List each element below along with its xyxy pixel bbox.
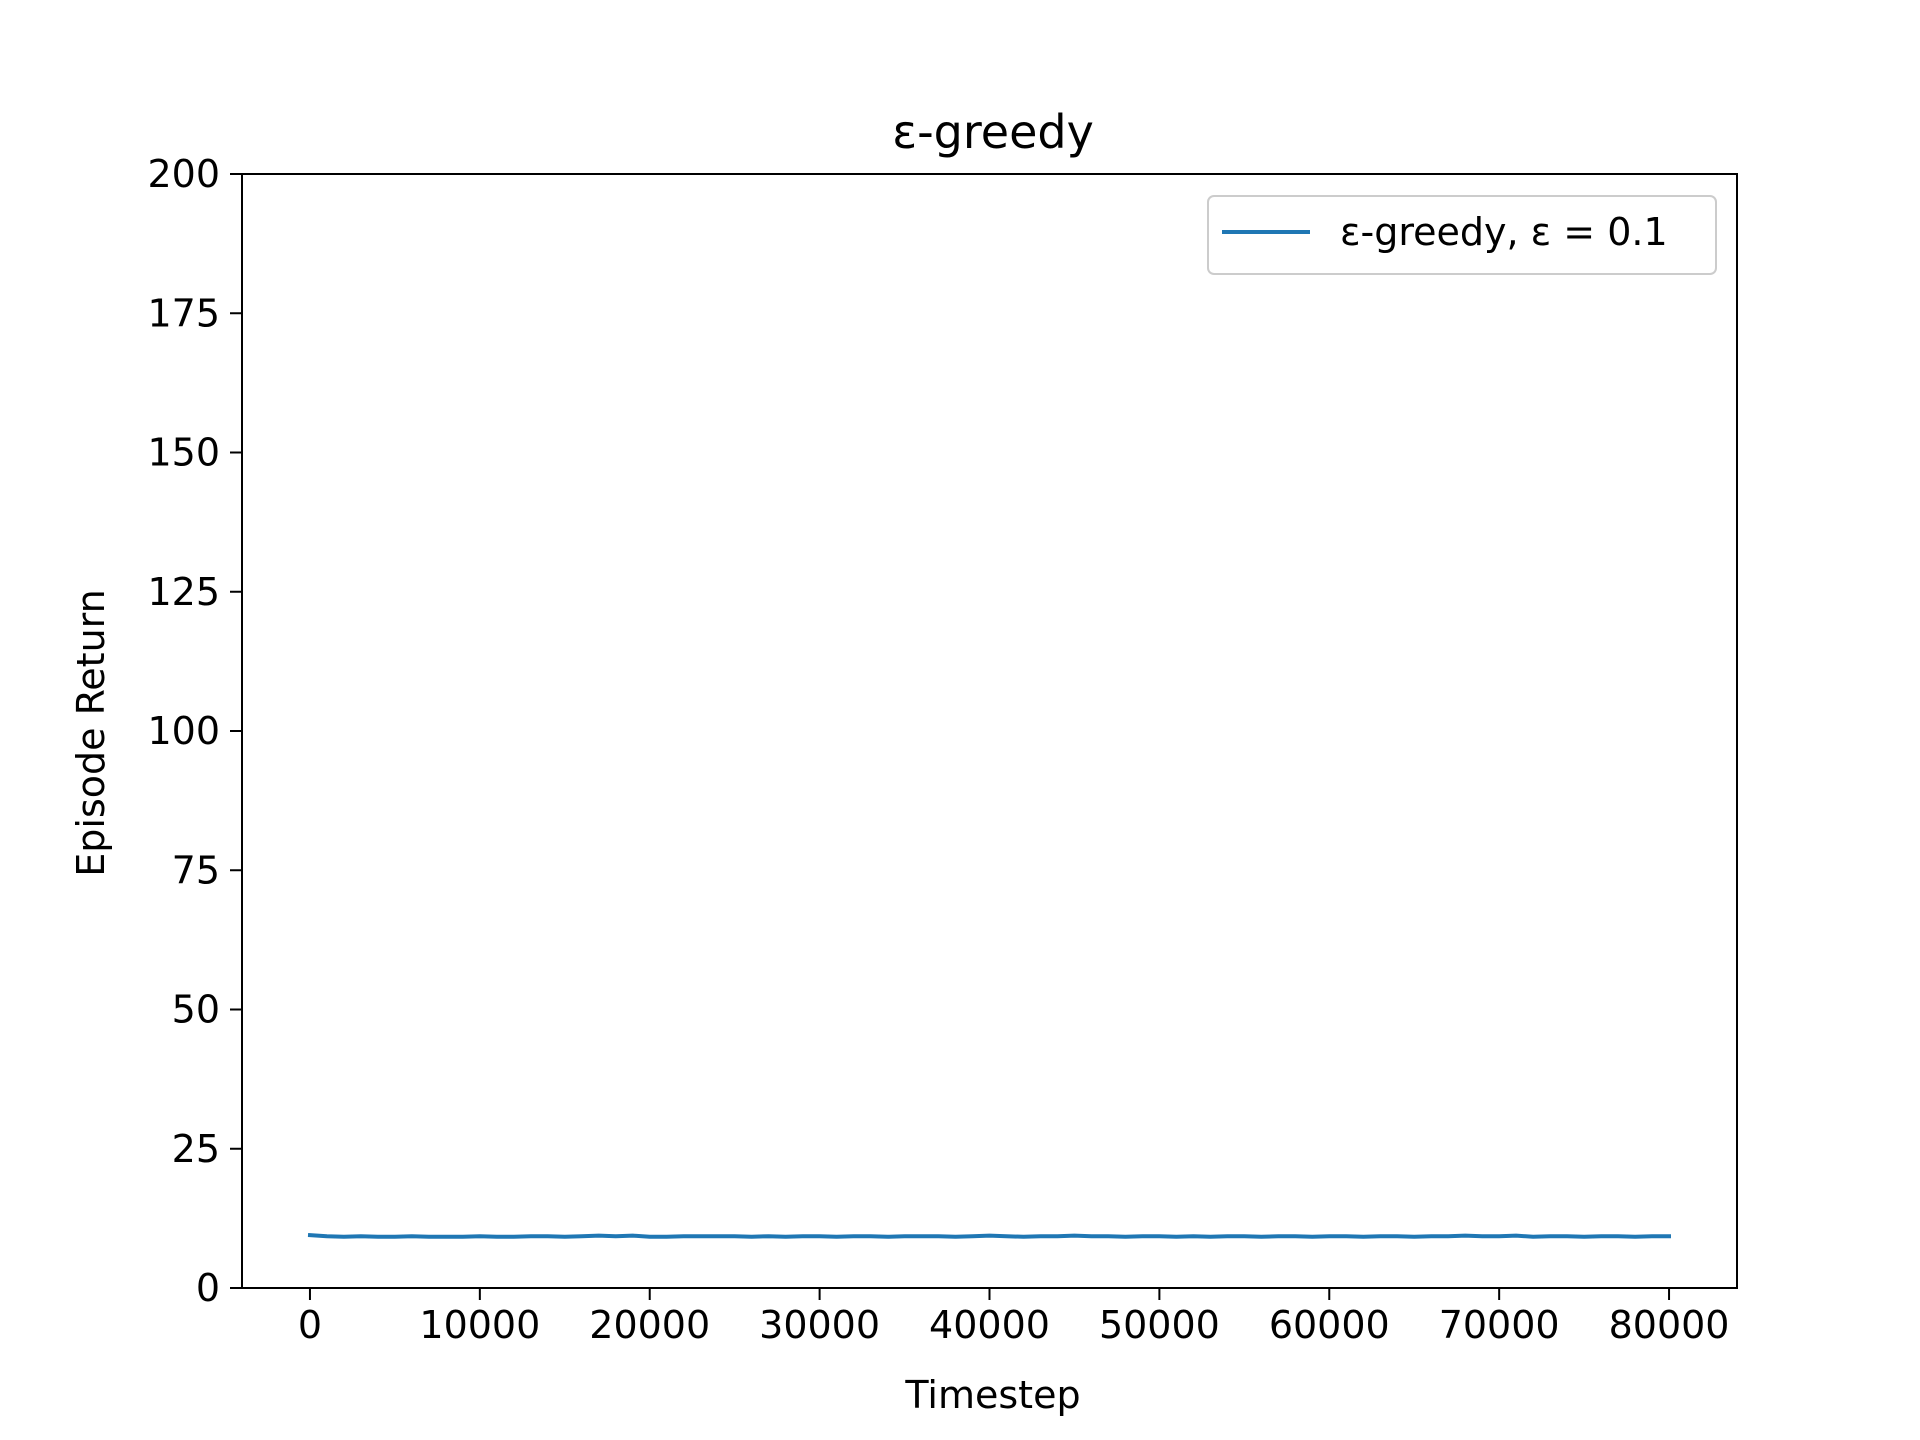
y-tick-label: 75 [172, 848, 220, 892]
chart-title: ε-greedy [892, 105, 1094, 159]
x-tick-label: 30000 [759, 1303, 880, 1347]
x-tick-label: 70000 [1439, 1303, 1560, 1347]
y-tick-label: 0 [196, 1266, 220, 1310]
x-tick-label: 20000 [589, 1303, 710, 1347]
legend: ε-greedy, ε = 0.1 [1207, 195, 1717, 275]
y-tick-label: 100 [147, 709, 220, 753]
y-tick-label: 175 [147, 291, 220, 335]
y-tick-label: 150 [147, 431, 220, 475]
y-axis: 0 25 50 75 100 125 150 175 200 [147, 152, 242, 1310]
y-tick-label: 50 [172, 988, 220, 1032]
x-tick-label: 80000 [1609, 1303, 1730, 1347]
y-tick-label: 125 [147, 570, 220, 614]
y-axis-label: Episode Return [69, 589, 113, 876]
x-axis: 0 10000 20000 30000 40000 50000 60000 70000 8000… [298, 1288, 1730, 1347]
x-axis-label: Timestep [904, 1373, 1080, 1417]
x-tick-label: 40000 [929, 1303, 1050, 1347]
y-tick-label: 200 [147, 152, 220, 196]
y-tick-label: 25 [172, 1127, 220, 1171]
axes-frame [241, 173, 1738, 1289]
series-line [307, 1232, 1671, 1239]
x-tick-label: 10000 [419, 1303, 540, 1347]
legend-box [1207, 195, 1717, 275]
x-tick-label: 60000 [1269, 1303, 1390, 1347]
x-tick-label: 0 [298, 1303, 322, 1347]
legend-label: ε-greedy, ε = 0.1 [1340, 210, 1668, 254]
x-tick-label: 50000 [1099, 1303, 1220, 1347]
